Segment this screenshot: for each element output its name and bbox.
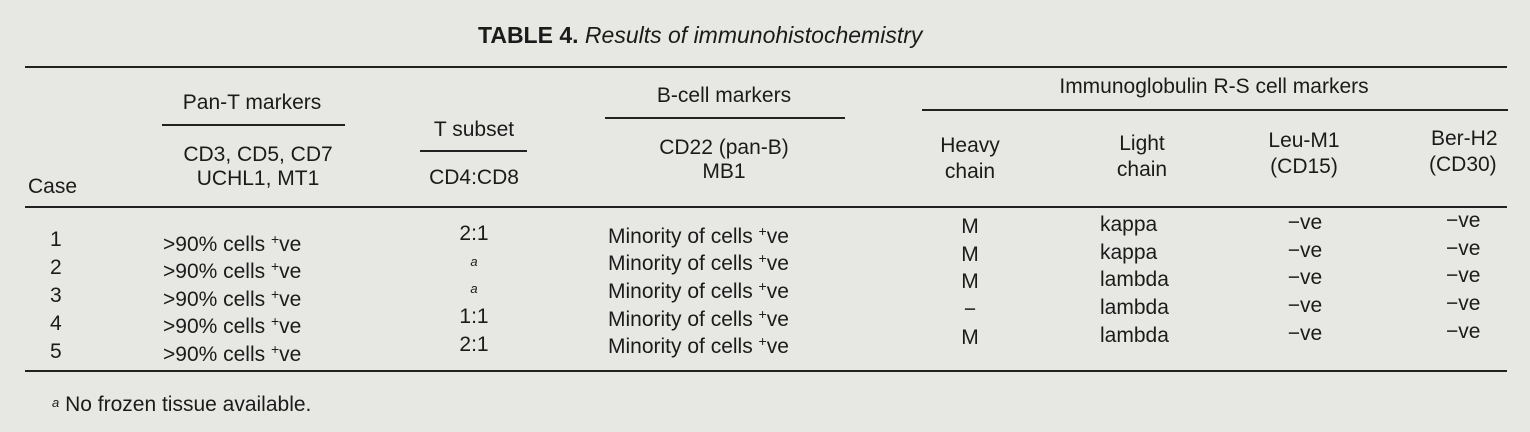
cell-case: 1 <box>50 228 62 251</box>
footnote-text: No frozen tissue available. <box>65 393 312 416</box>
header-case: Case <box>28 175 78 198</box>
cell-pan-t: >90% cells +ve <box>163 313 302 338</box>
cell-heavy: M <box>961 243 979 266</box>
cell-b-cell: Minority of cells +ve <box>608 278 789 303</box>
cell-t-subset: 1:1 <box>459 305 489 328</box>
header-b-cell: B-cell markers <box>656 84 792 107</box>
table-label: TABLE 4. <box>478 22 579 48</box>
header-heavy-line1: Heavy <box>940 134 1000 157</box>
bottom-rule <box>25 370 1507 372</box>
header-bottom-rule <box>25 206 1507 208</box>
header-ber-line2: (CD30) <box>1429 153 1497 176</box>
cell-b-cell: Minority of cells +ve <box>608 223 789 248</box>
header-b-cell-line1: CD22 (pan-B) <box>659 136 789 159</box>
cell-ber: −ve <box>1446 264 1481 287</box>
cell-leu: −ve <box>1287 211 1323 234</box>
cell-leu: −ve <box>1287 239 1323 262</box>
header-leu-line2: (CD15) <box>1270 155 1338 178</box>
header-t-subset: T subset <box>433 118 515 141</box>
footnote-mark: a <box>52 395 60 410</box>
cell-leu: −ve <box>1287 266 1323 289</box>
cell-pan-t: >90% cells +ve <box>163 258 302 283</box>
cell-ber: −ve <box>1446 320 1481 343</box>
cell-light: kappa <box>1100 213 1158 236</box>
cell-pan-t: >90% cells +ve <box>163 286 302 311</box>
header-leu-line1: Leu-M1 <box>1268 129 1340 152</box>
cell-heavy: M <box>961 270 979 293</box>
cell-heavy: M <box>961 215 979 238</box>
cell-t-subset: a <box>470 281 478 296</box>
header-pan-t: Pan-T markers <box>182 91 322 114</box>
cell-leu: −ve <box>1287 294 1323 317</box>
cell-b-cell: Minority of cells +ve <box>608 333 789 358</box>
top-rule <box>25 66 1507 68</box>
cell-t-subset: 2:1 <box>459 222 489 245</box>
cell-ber: −ve <box>1446 292 1481 315</box>
cell-light: lambda <box>1100 268 1169 291</box>
cell-case: 5 <box>50 340 62 363</box>
table-title: TABLE 4. Results of immunohistochemistry <box>478 23 922 47</box>
rule-ig-rs <box>922 109 1508 111</box>
cell-case: 3 <box>50 284 62 307</box>
cell-b-cell: Minority of cells +ve <box>608 250 789 275</box>
rule-pan-t <box>162 124 345 126</box>
header-pan-t-line1: CD3, CD5, CD7 <box>183 143 333 166</box>
cell-light: lambda <box>1100 324 1169 347</box>
cell-ber: −ve <box>1446 237 1481 260</box>
header-cd4-cd8: CD4:CD8 <box>429 166 519 189</box>
header-pan-t-line2: UCHL1, MT1 <box>196 167 320 190</box>
header-b-cell-line2: MB1 <box>702 160 746 183</box>
cell-case: 4 <box>50 312 62 335</box>
cell-b-cell: Minority of cells +ve <box>608 306 789 331</box>
rule-t-subset <box>420 150 527 152</box>
cell-heavy: M <box>961 326 979 349</box>
table-caption: Results of immunohistochemistry <box>584 22 923 48</box>
header-ber-line1: Ber-H2 <box>1431 127 1498 150</box>
header-ig-rs: Immunoglobulin R-S cell markers <box>1059 75 1369 98</box>
footnote: a No frozen tissue available. <box>52 391 311 417</box>
cell-t-subset: 2:1 <box>459 333 489 356</box>
rule-b-cell <box>605 117 845 119</box>
cell-light: lambda <box>1100 296 1169 319</box>
cell-pan-t: >90% cells +ve <box>163 231 302 256</box>
cell-heavy: − <box>963 298 977 321</box>
cell-case: 2 <box>50 256 62 279</box>
cell-ber: −ve <box>1446 209 1481 232</box>
cell-t-subset: a <box>470 254 478 269</box>
header-heavy-line2: chain <box>944 160 996 183</box>
cell-light: kappa <box>1100 241 1158 264</box>
header-light-line1: Light <box>1119 132 1165 155</box>
cell-leu: −ve <box>1287 322 1323 345</box>
header-light-line2: chain <box>1116 158 1168 181</box>
cell-pan-t: >90% cells +ve <box>163 341 302 366</box>
